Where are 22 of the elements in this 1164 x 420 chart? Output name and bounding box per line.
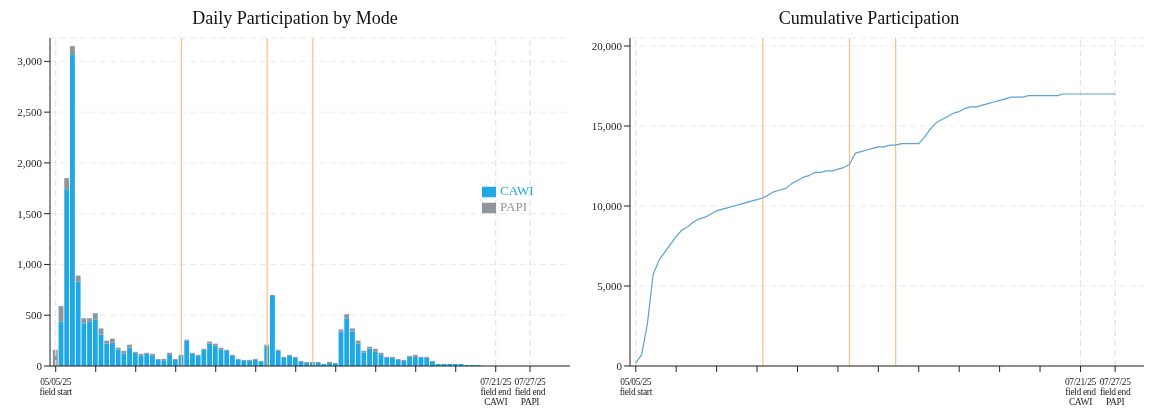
y-tick-label: 2,000 (17, 156, 43, 169)
y-tick-label: 5,000 (597, 279, 623, 292)
y-tick-label: 20,000 (591, 39, 623, 52)
y-tick-label: 3,000 (17, 55, 43, 68)
x-tick-label: 05/05/25 field start (619, 377, 653, 397)
y-tick-label: 10,000 (591, 199, 623, 212)
chart-title: Daily Participation by Mode (191, 8, 399, 30)
x-tick-label: 07/27/25 field end PAPI (514, 377, 547, 407)
y-tick-label: 0 (36, 359, 43, 372)
x-tick-label: 05/05/25 field start (39, 377, 73, 397)
y-tick-label: 500 (25, 309, 43, 322)
x-tick-label: 07/27/25 field end PAPI (1099, 377, 1132, 407)
x-tick-label: 07/21/25 field end CAWI (1064, 377, 1097, 407)
y-tick-label: 2,500 (17, 106, 43, 119)
legend-label: CAWI (500, 183, 534, 198)
chart-title: Cumulative Participation (777, 8, 961, 30)
y-tick-label: 15,000 (591, 119, 623, 132)
y-tick-label: 0 (616, 359, 623, 372)
y-tick-label: 1,000 (17, 258, 43, 271)
y-tick-label: 1,500 (17, 207, 43, 220)
x-tick-label: 07/21/25 field end CAWI (480, 377, 512, 407)
legend-label: PAPI (500, 199, 527, 215)
